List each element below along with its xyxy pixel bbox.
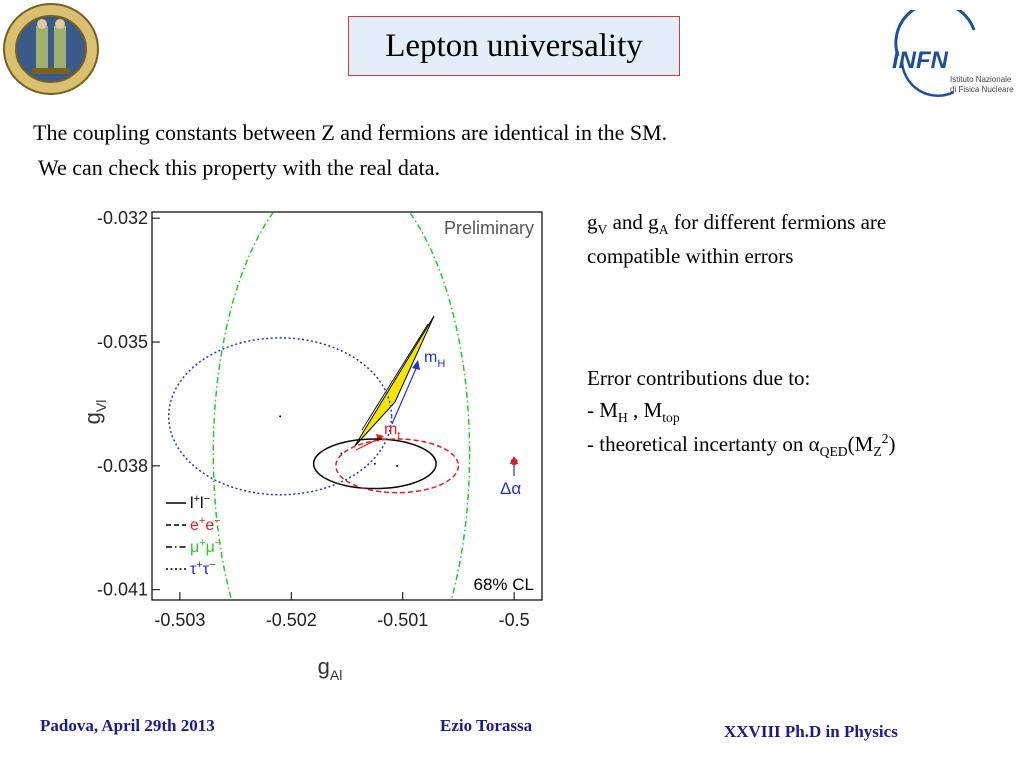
y-tick-label: -0.035	[97, 332, 148, 352]
mh-arrow	[391, 363, 419, 425]
mh-label: mH	[424, 349, 445, 370]
contour-	[167, 337, 393, 496]
x-tick-label: -0.503	[154, 610, 205, 630]
x-axis-label: gAl	[318, 654, 343, 683]
intro-line-2: We can check this property with the real…	[38, 155, 441, 180]
footer-author: Ezio Torassa	[440, 716, 533, 735]
plot-frame	[151, 211, 543, 601]
legend-label: l+l−	[190, 493, 210, 512]
y-tick-label: -0.038	[97, 456, 148, 476]
intro-line-1: The coupling constants between Z and fer…	[33, 120, 668, 145]
error-contributions-heading: Error contributions due to:	[587, 366, 811, 390]
infn-wordmark: INFN	[892, 47, 949, 74]
infn-logo: INFN Istituto Nazionale di Fisica Nuclea…	[884, 1, 1024, 100]
contour-ee	[335, 438, 460, 494]
delta-alpha-label: Δα	[500, 479, 521, 498]
x-tick-label: -0.501	[377, 610, 428, 630]
y-axis-label: gVl	[80, 400, 109, 425]
contour-ll	[312, 438, 437, 490]
y-tick-label: -0.032	[97, 208, 148, 228]
infn-subtitle-1: Istituto Nazionale	[950, 75, 1012, 84]
x-tick-label: -0.502	[266, 610, 317, 630]
y-tick-label: -0.041	[97, 580, 148, 600]
legend: l+l− e+e− μ+μ− τ+τ−	[166, 493, 221, 578]
slide-title-box: Lepton universality	[348, 16, 680, 76]
error-item-masses: - MH , Mtop	[587, 398, 680, 426]
contour-center	[373, 462, 376, 465]
y-axis-ticks: -0.032 -0.035 -0.038 -0.041	[97, 208, 160, 600]
compatibility-note-line-1: gV and gA for different fermions are	[587, 210, 887, 238]
contour-	[212, 212, 471, 600]
legend-label: μ+μ−	[190, 537, 221, 556]
footer-program: XXVIII Ph.D in Physics	[724, 722, 898, 741]
slide-title: Lepton universality	[385, 27, 643, 64]
lepton-coupling-plot: -0.503 -0.502 -0.501 -0.5 -0.032 -0.035 -0.03…	[62, 192, 548, 692]
confidence-level-label: 68% CL	[474, 575, 534, 594]
delta-alpha-point	[510, 458, 518, 466]
error-item-alpha-qed: - theoretical incertanty on αQED(MZ2)	[587, 431, 896, 460]
x-tick-label: -0.5	[499, 610, 530, 630]
x-axis-ticks: -0.503 -0.502 -0.501 -0.5	[154, 592, 530, 630]
contour-center	[340, 452, 343, 455]
footer-location-date: Padova, April 29th 2013	[40, 716, 215, 735]
legend-label: e+e−	[190, 515, 221, 534]
infn-subtitle-2: di Fisica Nucleare	[950, 85, 1014, 94]
mt-label: mt	[384, 421, 400, 442]
compatibility-note-line-2: compatible within errors	[587, 244, 794, 268]
contour-center	[396, 464, 399, 467]
contour-center	[279, 415, 282, 418]
university-seal-logo	[2, 2, 100, 96]
legend-label: τ+τ−	[190, 559, 216, 578]
preliminary-label: Preliminary	[444, 218, 534, 238]
